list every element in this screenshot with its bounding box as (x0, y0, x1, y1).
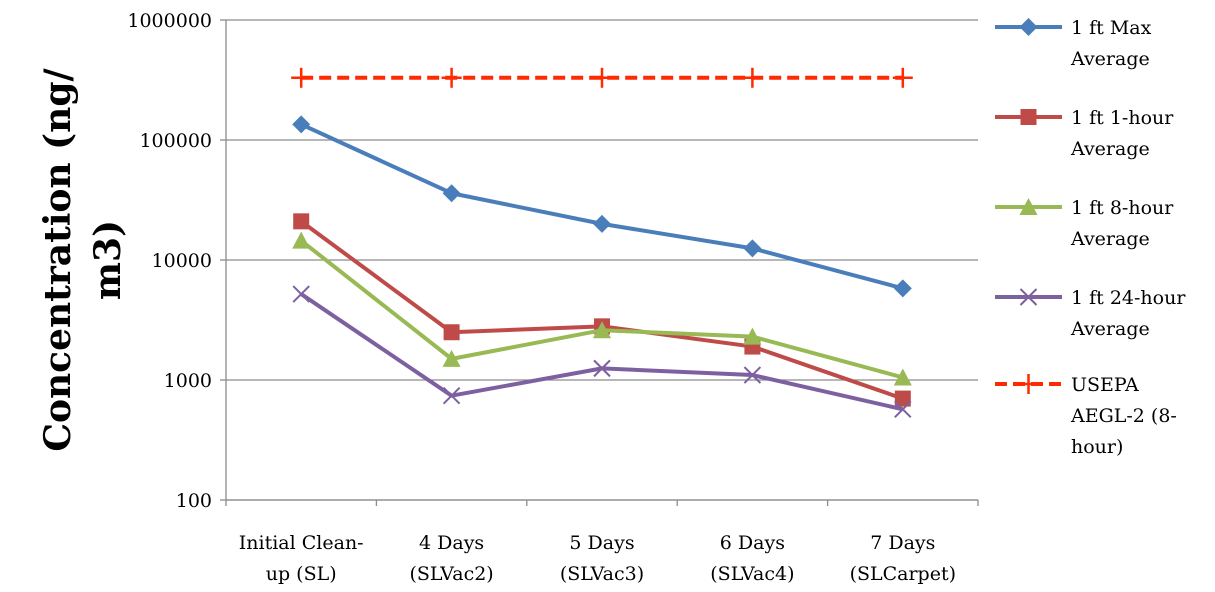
legend-label-line: Average (1070, 228, 1150, 250)
legend-label-line: Average (1070, 318, 1150, 340)
y-axis-ticks: 1000000 100000 10000 1000 100 (127, 10, 226, 512)
y-tick-label: 100 (176, 490, 212, 512)
y-axis-title-line: m3) (87, 220, 129, 300)
data-point (743, 239, 762, 258)
data-point (441, 67, 462, 88)
data-point (894, 400, 912, 419)
legend-label-line: 1 ft 24-hour (1071, 287, 1186, 309)
legend-label: 1 ft 1-hour Average (1070, 107, 1174, 160)
x-tick-label-line: 4 Days (419, 532, 484, 554)
legend-swatch-marker (1018, 374, 1039, 394)
data-point (443, 324, 460, 341)
series-1 (292, 115, 912, 298)
data-point (293, 213, 310, 230)
data-point (893, 368, 912, 386)
x-tick-label-line: up (SL) (266, 563, 337, 585)
data-point (442, 386, 461, 405)
series-5 (291, 67, 913, 88)
data-point (593, 321, 611, 339)
data-point (742, 67, 763, 88)
legend-label-line: 1 ft Max (1071, 17, 1152, 39)
data-point (292, 231, 311, 249)
data-point (743, 327, 762, 345)
y-axis-label: Concentration (ng/m3) (37, 67, 129, 451)
x-tick-label-line: (SLVac4) (710, 563, 794, 585)
legend-label: USEPA AEGL-2 (8- hour) (1070, 374, 1177, 458)
data-point (893, 279, 912, 298)
series-line (300, 122, 904, 291)
data-point (593, 359, 611, 378)
legend-swatch-marker (1019, 198, 1038, 215)
y-tick-label: 1000000 (127, 10, 212, 32)
data-point (892, 67, 913, 88)
legend-label-line: AEGL-2 (8- (1070, 405, 1177, 427)
legend-label-line: USEPA (1071, 374, 1139, 396)
x-tick-label-line: (SLVac2) (409, 563, 493, 585)
series-4 (292, 285, 912, 419)
x-tick-label: 5 Days (SLVac3) (560, 532, 644, 585)
x-tick-label-line: (SLCarpet) (850, 563, 956, 585)
y-tick-label: 100000 (139, 130, 212, 152)
x-tick-label-line: 7 Days (870, 532, 935, 554)
x-axis-ticks: Initial Clean-up (SL) 4 Days (SLVac2) 5 Day… (225, 500, 979, 585)
legend-label-line: Average (1070, 138, 1150, 160)
series-3 (292, 231, 912, 386)
x-tick-label: 4 Days (SLVac2) (409, 532, 493, 585)
legend-swatch-marker (1019, 288, 1038, 306)
y-tick-label: 10000 (152, 250, 212, 272)
legend-item-4: 1 ft 24-hour Average (995, 287, 1186, 340)
plot-area (291, 67, 913, 419)
data-point (291, 67, 312, 88)
legend-swatch-marker (1019, 18, 1038, 36)
data-point (743, 366, 762, 384)
x-tick-label-line: Initial Clean- (239, 532, 364, 554)
legend-label-line: 1 ft 1-hour (1071, 107, 1174, 129)
x-tick-label-line: 5 Days (569, 532, 634, 554)
data-point (592, 67, 612, 88)
gridlines (226, 19, 978, 501)
legend-item-5: USEPA AEGL-2 (8- hour) (995, 374, 1177, 458)
x-tick-label-line: (SLVac3) (560, 563, 644, 585)
data-point (894, 390, 911, 407)
legend-item-1: 1 ft Max Average (995, 17, 1152, 70)
x-tick-label: 7 Days (SLCarpet) (850, 532, 956, 585)
data-point (292, 285, 310, 303)
legend-item-2: 1 ft 1-hour Average (995, 107, 1174, 160)
data-point (593, 214, 611, 233)
legend-label: 1 ft Max Average (1070, 17, 1152, 70)
legend-label: 1 ft 8-hour Average (1070, 197, 1174, 250)
data-point (442, 349, 461, 367)
x-tick-label-line: 6 Days (720, 532, 785, 554)
legend-swatch-marker (1020, 109, 1037, 125)
x-tick-label: Initial Clean-up (SL) (239, 532, 364, 585)
legend-label: 1 ft 24-hour Average (1070, 287, 1186, 340)
legend-item-3: 1 ft 8-hour Average (995, 197, 1174, 250)
series-2 (293, 213, 911, 407)
legend-label-line: Average (1070, 48, 1150, 70)
y-axis-title-line: Concentration (ng/ (37, 67, 79, 451)
y-tick-label: 1000 (164, 370, 212, 392)
x-tick-label: 6 Days (SLVac4) (710, 532, 794, 585)
legend-label-line: 1 ft 8-hour (1071, 197, 1174, 219)
data-point (442, 184, 461, 203)
data-point (292, 115, 311, 134)
legend-label-line: hour) (1071, 436, 1123, 458)
y-axis-title: Concentration (ng/m3) (37, 67, 129, 451)
